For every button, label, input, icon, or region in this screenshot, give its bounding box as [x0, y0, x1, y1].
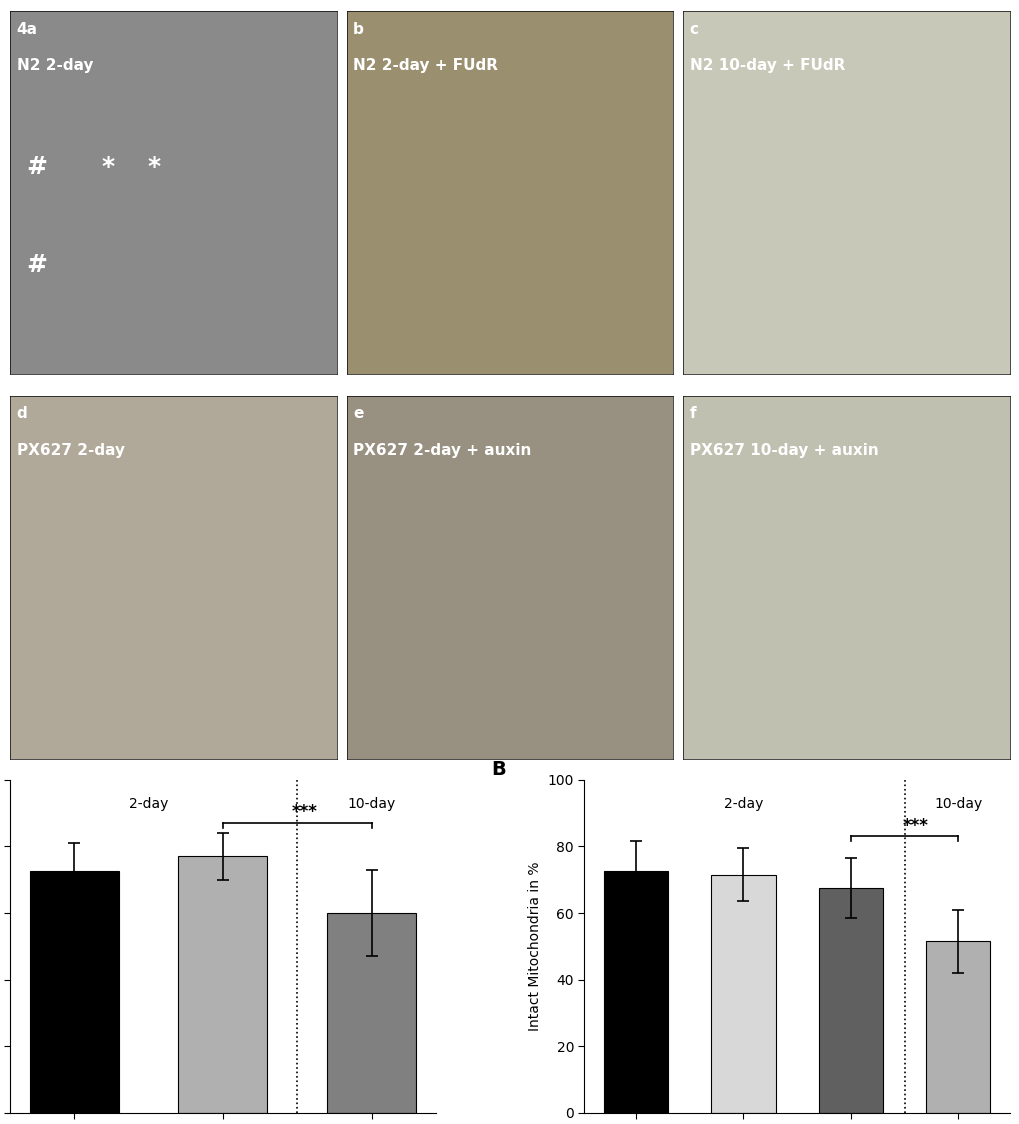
Text: 10-day: 10-day [347, 797, 395, 810]
Bar [818, 888, 882, 1113]
Bar [710, 874, 774, 1113]
Text: d: d [16, 407, 28, 422]
Bar [603, 871, 667, 1113]
Text: ***: *** [902, 817, 927, 835]
Text: f: f [689, 407, 696, 422]
Text: B: B [490, 760, 505, 779]
Bar [30, 871, 118, 1113]
Bar [925, 941, 989, 1113]
Text: *: * [148, 155, 160, 180]
Text: N2 2-day: N2 2-day [16, 58, 93, 73]
Bar [178, 856, 267, 1113]
Text: PX627 2-day + auxin: PX627 2-day + auxin [353, 443, 531, 457]
Text: *: * [102, 155, 115, 180]
Text: 4a: 4a [16, 22, 38, 37]
Text: N2 2-day + FUdR: N2 2-day + FUdR [353, 58, 497, 73]
Text: c: c [689, 22, 698, 37]
Text: #: # [26, 253, 48, 278]
Y-axis label: Intact Mitochondria in %: Intact Mitochondria in % [528, 862, 541, 1031]
Text: 2-day: 2-day [723, 797, 762, 810]
Text: 10-day: 10-day [933, 797, 981, 810]
Text: e: e [353, 407, 363, 422]
Text: PX627 10-day + auxin: PX627 10-day + auxin [689, 443, 877, 457]
Text: N2 10-day + FUdR: N2 10-day + FUdR [689, 58, 844, 73]
Bar [327, 913, 416, 1113]
Text: ***: *** [291, 804, 317, 822]
Text: PX627 2-day: PX627 2-day [16, 443, 124, 457]
Text: 2-day: 2-day [128, 797, 168, 810]
Text: b: b [353, 22, 364, 37]
Text: #: # [26, 155, 48, 180]
